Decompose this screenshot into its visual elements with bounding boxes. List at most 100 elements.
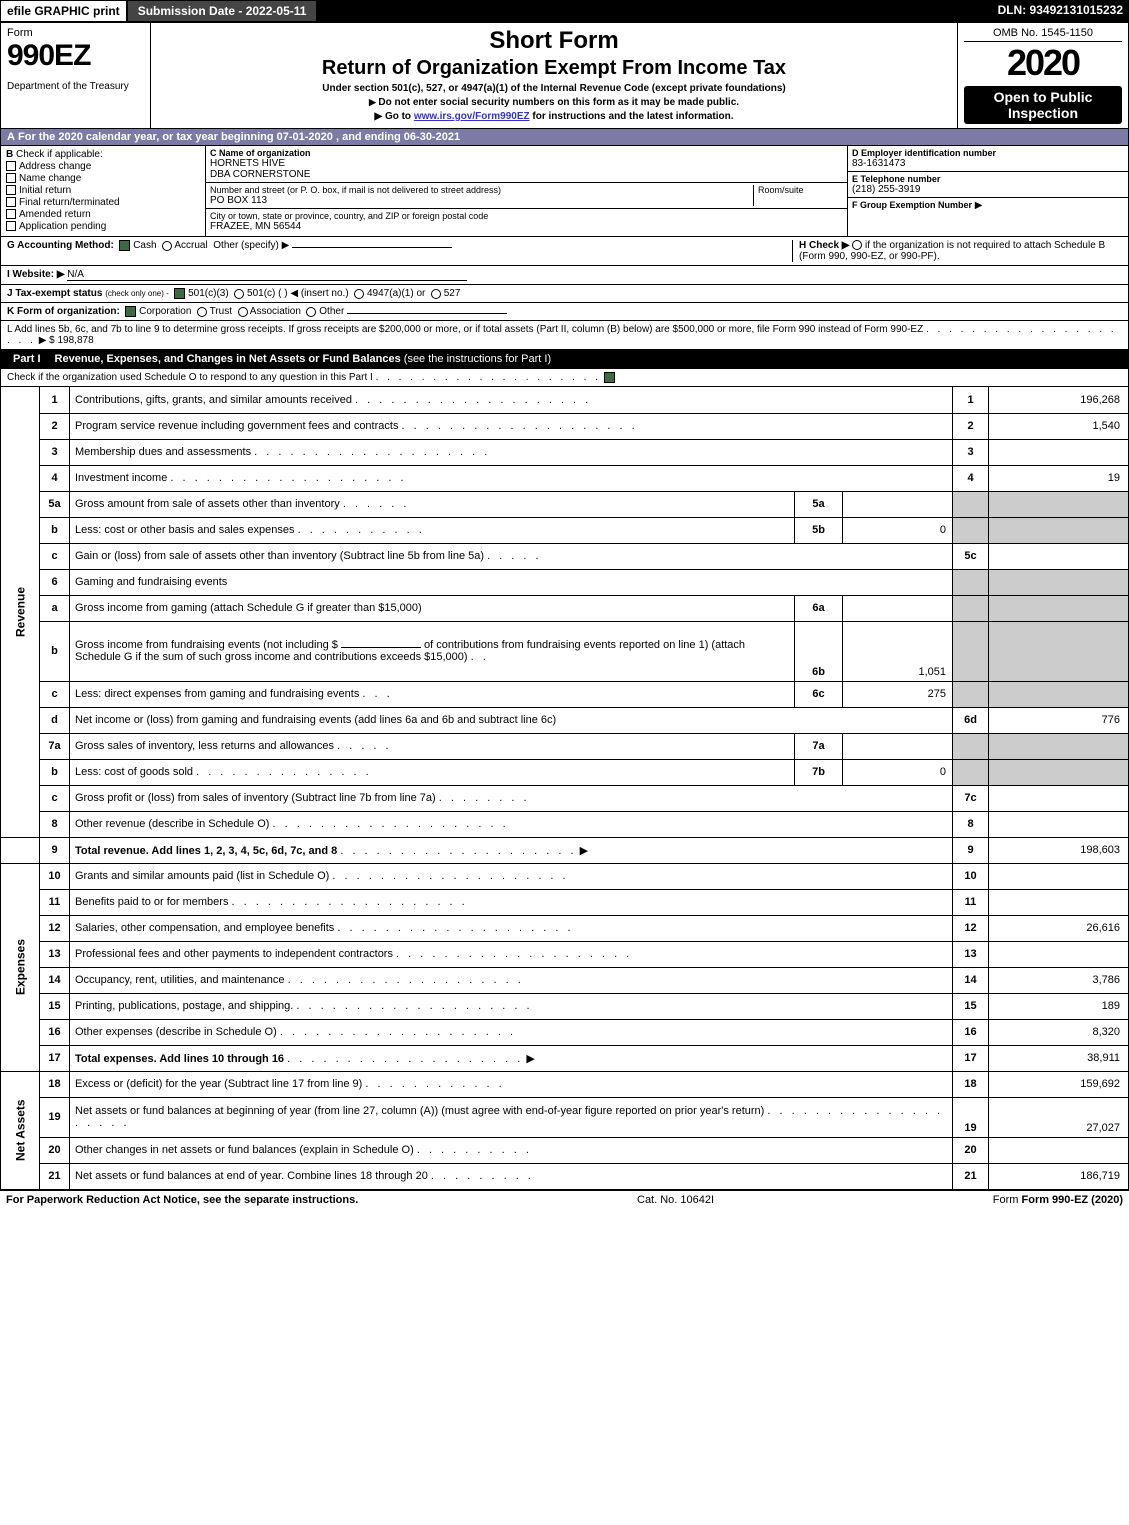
gross-receipts: 198,878	[58, 335, 94, 346]
table-row: 11 Benefits paid to or for members . . .…	[1, 889, 1129, 915]
part-label: Part I	[7, 353, 47, 365]
table-row: 6 Gaming and fundraising events	[1, 569, 1129, 595]
submission-date: Submission Date - 2022-05-11	[127, 0, 318, 22]
line-5b-amount: 0	[843, 517, 953, 543]
box-def: D Employer identification number 83-1631…	[848, 146, 1128, 236]
ssn-warning: Do not enter social security numbers on …	[157, 97, 951, 108]
omb-number: OMB No. 1545-1150	[964, 27, 1122, 42]
goto-line: ▶ Go to www.irs.gov/Form990EZ for instru…	[157, 111, 951, 122]
table-row: b Less: cost of goods sold . . . . . . .…	[1, 759, 1129, 785]
lines-table: Revenue 1 Contributions, gifts, grants, …	[0, 387, 1129, 1190]
ein-value: 83-1631473	[852, 158, 1124, 169]
table-row: 13 Professional fees and other payments …	[1, 941, 1129, 967]
table-row: c Gross profit or (loss) from sales of i…	[1, 785, 1129, 811]
check-4947[interactable]	[354, 289, 364, 299]
line-15-amount: 189	[989, 993, 1129, 1019]
table-row: 19 Net assets or fund balances at beginn…	[1, 1097, 1129, 1137]
check-accrual[interactable]	[162, 241, 172, 251]
check-address-change[interactable]: Address change	[6, 161, 200, 172]
table-row: 17 Total expenses. Add lines 10 through …	[1, 1045, 1129, 1071]
line-16-amount: 8,320	[989, 1019, 1129, 1045]
check-cash[interactable]	[119, 240, 130, 251]
dln-label: DLN: 93492131015232	[992, 0, 1129, 22]
table-row: Expenses 10 Grants and similar amounts p…	[1, 863, 1129, 889]
table-row: 20 Other changes in net assets or fund b…	[1, 1137, 1129, 1163]
table-row: d Net income or (loss) from gaming and f…	[1, 707, 1129, 733]
check-name-change[interactable]: Name change	[6, 173, 200, 184]
expenses-sidebar: Expenses	[1, 863, 40, 1071]
page-footer: For Paperwork Reduction Act Notice, see …	[0, 1190, 1129, 1209]
line-9-amount: 198,603	[989, 837, 1129, 863]
part-i-check: Check if the organization used Schedule …	[0, 369, 1129, 387]
line-19-amount: 27,027	[989, 1097, 1129, 1137]
line-12-amount: 26,616	[989, 915, 1129, 941]
row-g-h: G Accounting Method: Cash Accrual Other …	[0, 237, 1129, 266]
table-row: c Gain or (loss) from sale of assets oth…	[1, 543, 1129, 569]
table-row: 12 Salaries, other compensation, and emp…	[1, 915, 1129, 941]
row-k: K Form of organization: Corporation Trus…	[0, 303, 1129, 321]
efile-label: efile GRAPHIC print	[0, 0, 127, 22]
row-i: I Website: ▶ N/A	[0, 266, 1129, 285]
form-header: Form 990EZ Department of the Treasury Sh…	[0, 22, 1129, 129]
open-to-public: Open to Public Inspection	[964, 86, 1122, 124]
room-suite-label: Room/suite	[753, 185, 843, 206]
year-block: OMB No. 1545-1150 2020 Open to Public In…	[958, 23, 1128, 128]
net-assets-sidebar: Net Assets	[1, 1071, 40, 1189]
table-row: 15 Printing, publications, postage, and …	[1, 993, 1129, 1019]
line-7b-amount: 0	[843, 759, 953, 785]
table-row: 7a Gross sales of inventory, less return…	[1, 733, 1129, 759]
table-row: 4 Investment income . . . . . . . . . . …	[1, 465, 1129, 491]
short-form-label: Short Form	[157, 27, 951, 55]
check-amended-return[interactable]: Amended return	[6, 209, 200, 220]
org-address: PO BOX 113	[210, 195, 753, 206]
table-row: 2 Program service revenue including gove…	[1, 413, 1129, 439]
table-row: Revenue 1 Contributions, gifts, grants, …	[1, 387, 1129, 413]
form-number: 990EZ	[7, 39, 144, 73]
org-dba: DBA CORNERSTONE	[210, 169, 843, 180]
period-band: A For the 2020 calendar year, or tax yea…	[0, 129, 1129, 146]
table-row: b Less: cost or other basis and sales ex…	[1, 517, 1129, 543]
under-section: Under section 501(c), 527, or 4947(a)(1)…	[157, 83, 951, 94]
revenue-sidebar: Revenue	[1, 387, 40, 837]
website-value: N/A	[67, 269, 467, 281]
org-city: FRAZEE, MN 56544	[210, 221, 843, 232]
check-h[interactable]	[852, 240, 862, 250]
return-title: Return of Organization Exempt From Incom…	[157, 57, 951, 80]
irs-link[interactable]: www.irs.gov/Form990EZ	[414, 111, 530, 122]
line-18-amount: 159,692	[989, 1071, 1129, 1097]
phone-value: (218) 255-3919	[852, 184, 1124, 195]
table-row: c Less: direct expenses from gaming and …	[1, 681, 1129, 707]
arrow-icon: ▶	[975, 200, 983, 211]
line-17-amount: 38,911	[989, 1045, 1129, 1071]
paperwork-notice: For Paperwork Reduction Act Notice, see …	[6, 1194, 358, 1206]
check-final-return[interactable]: Final return/terminated	[6, 197, 200, 208]
check-initial-return[interactable]: Initial return	[6, 185, 200, 196]
check-trust[interactable]	[197, 307, 207, 317]
top-bar: efile GRAPHIC print Submission Date - 20…	[0, 0, 1129, 22]
table-row: 8 Other revenue (describe in Schedule O)…	[1, 811, 1129, 837]
department-label: Department of the Treasury	[7, 81, 144, 92]
table-row: 5a Gross amount from sale of assets othe…	[1, 491, 1129, 517]
check-501c3[interactable]	[174, 288, 185, 299]
check-association[interactable]	[238, 307, 248, 317]
org-name: HORNETS HIVE	[210, 158, 843, 169]
row-j: J Tax-exempt status (check only one) - 5…	[0, 285, 1129, 303]
line-14-amount: 3,786	[989, 967, 1129, 993]
info-grid: B Check if applicable: Address change Na…	[0, 146, 1129, 237]
table-row: 16 Other expenses (describe in Schedule …	[1, 1019, 1129, 1045]
check-application-pending[interactable]: Application pending	[6, 221, 200, 232]
table-row: Net Assets 18 Excess or (deficit) for th…	[1, 1071, 1129, 1097]
table-row: b Gross income from fundraising events (…	[1, 621, 1129, 681]
line-6b-amount: 1,051	[843, 621, 953, 681]
check-527[interactable]	[431, 289, 441, 299]
part-i-header: Part I Revenue, Expenses, and Changes in…	[0, 350, 1129, 369]
check-schedule-o[interactable]	[604, 372, 615, 383]
check-corporation[interactable]	[125, 306, 136, 317]
check-other-org[interactable]	[306, 307, 316, 317]
line-2-amount: 1,540	[989, 413, 1129, 439]
table-row: 9 Total revenue. Add lines 1, 2, 3, 4, 5…	[1, 837, 1129, 863]
line-6c-amount: 275	[843, 681, 953, 707]
check-501c[interactable]	[234, 289, 244, 299]
table-row: 3 Membership dues and assessments . . . …	[1, 439, 1129, 465]
form-id-block: Form 990EZ Department of the Treasury	[1, 23, 151, 128]
